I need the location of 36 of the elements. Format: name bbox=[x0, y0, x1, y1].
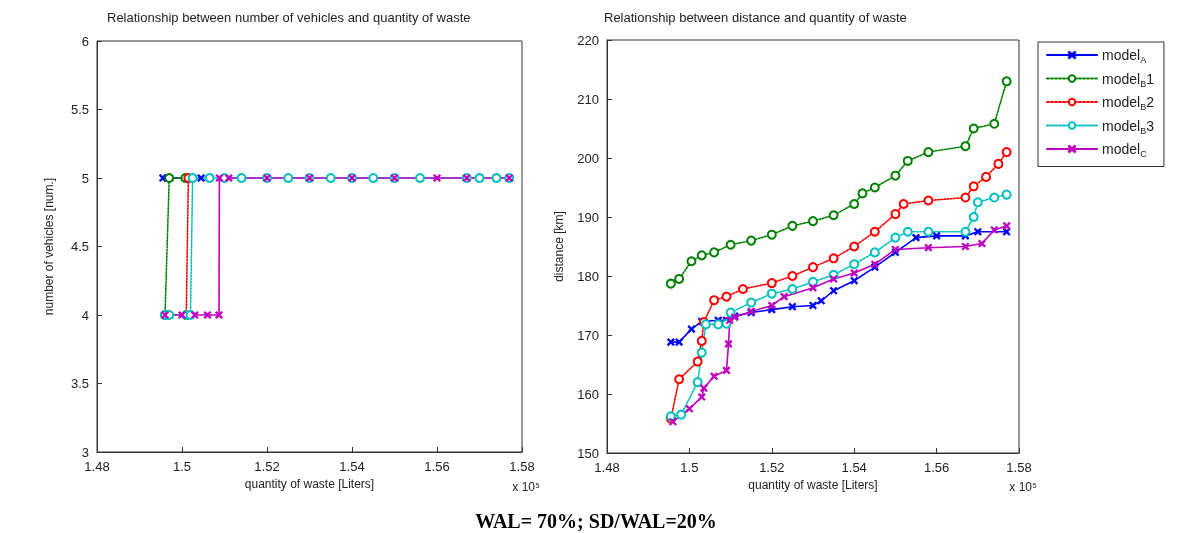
y-tick-label: 6 bbox=[81, 33, 89, 49]
x-axis-title: quantity of waste [Liters] bbox=[748, 477, 878, 492]
chart-title: Relationship between number of vehicles and quantity of waste bbox=[107, 10, 471, 25]
x-tick-label: 1.58 bbox=[1006, 460, 1032, 475]
text: WAL= 70%; SD/WAL=20% bbox=[474, 510, 718, 533]
text: x 10⁵ bbox=[1009, 480, 1038, 494]
y-tick-label: 190 bbox=[577, 209, 599, 225]
y-axis-title: number of vehicles [num.] bbox=[42, 177, 56, 316]
y-tick-label: 150 bbox=[577, 445, 599, 461]
y-tick-label: 3.5 bbox=[70, 376, 89, 391]
chart-title: Relationship between distance and quantity of waste bbox=[604, 10, 907, 25]
y-tick-label: 160 bbox=[577, 386, 599, 402]
x-axis-title: quantity of waste [Liters] bbox=[244, 476, 375, 491]
y-tick-label: 4.5 bbox=[70, 239, 89, 254]
y-tick-label: 5 bbox=[81, 170, 89, 186]
x-tick-label: 1.56 bbox=[923, 460, 950, 475]
y-tick-label: 220 bbox=[577, 32, 599, 48]
x-tick-label: 1.52 bbox=[254, 459, 280, 474]
x-tick-label: 1.52 bbox=[759, 460, 785, 475]
y-tick-label: 170 bbox=[577, 327, 599, 343]
y-tick-label: 3 bbox=[81, 444, 89, 460]
y-tick-label: 180 bbox=[577, 268, 599, 284]
x-tick-label: 1.48 bbox=[594, 460, 620, 475]
y-tick-label: 210 bbox=[577, 91, 599, 107]
x-tick-label: 1.5 bbox=[680, 460, 699, 475]
y-tick-label: 200 bbox=[577, 150, 599, 166]
text: x 10⁵ bbox=[512, 480, 541, 494]
y-axis-title: distance [km] bbox=[552, 211, 566, 282]
y-tick-label: 5.5 bbox=[70, 102, 89, 117]
x-tick-label: 1.48 bbox=[84, 459, 110, 474]
y-tick-label: 4 bbox=[81, 307, 89, 323]
x-tick-label: 1.5 bbox=[172, 459, 192, 474]
x-tick-label: 1.54 bbox=[339, 459, 365, 474]
x-tick-label: 1.56 bbox=[424, 459, 450, 474]
x-tick-label: 1.54 bbox=[841, 460, 867, 475]
x-tick-label: 1.58 bbox=[509, 459, 535, 474]
